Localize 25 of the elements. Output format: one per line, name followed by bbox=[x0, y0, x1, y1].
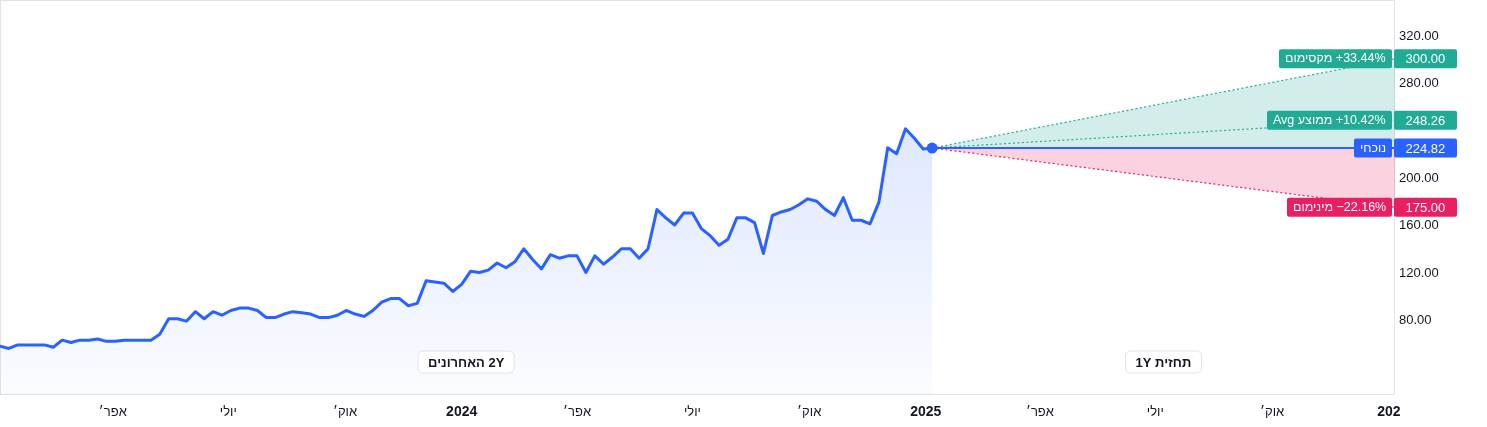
y-tick-label: 120.00 bbox=[1399, 264, 1439, 280]
y-tick-label: 80.00 bbox=[1399, 312, 1432, 328]
x-tick-label: יולי bbox=[683, 403, 701, 419]
x-tick-label: אוק׳ bbox=[797, 403, 822, 419]
x-tick-label: אפר׳ bbox=[98, 403, 127, 419]
data-label: 248.26 bbox=[1405, 112, 1446, 128]
x-tick-label: אוק׳ bbox=[332, 403, 358, 419]
x-tick-label: אוק׳ bbox=[1259, 403, 1285, 419]
y-tick-label: 200.00 bbox=[1399, 169, 1439, 185]
x-tick-label: יולי bbox=[219, 403, 237, 419]
x-tick-label: 2024 bbox=[446, 403, 478, 419]
annotation: תחזית 1Y bbox=[1135, 354, 1192, 370]
x-tick-label: 202 bbox=[1377, 403, 1401, 419]
y-tick-label: 160.00 bbox=[1399, 217, 1439, 233]
data-label: 175.00 bbox=[1405, 199, 1446, 215]
y-tick-label: 280.00 bbox=[1399, 75, 1439, 90]
y-tick-label: 320.00 bbox=[1399, 27, 1439, 43]
data-label: 300.00 bbox=[1405, 51, 1446, 67]
series-label: נוכחי bbox=[1360, 140, 1387, 155]
x-tick-label: יולי bbox=[1146, 403, 1164, 419]
x-tick-label: אפר׳ bbox=[1025, 403, 1054, 419]
x-tick-label: אפר׳ bbox=[563, 403, 592, 419]
data-label: 224.82 bbox=[1405, 140, 1446, 156]
annotation: 2Y האחרונים bbox=[428, 354, 505, 370]
x-tick-label: 2025 bbox=[910, 403, 942, 419]
